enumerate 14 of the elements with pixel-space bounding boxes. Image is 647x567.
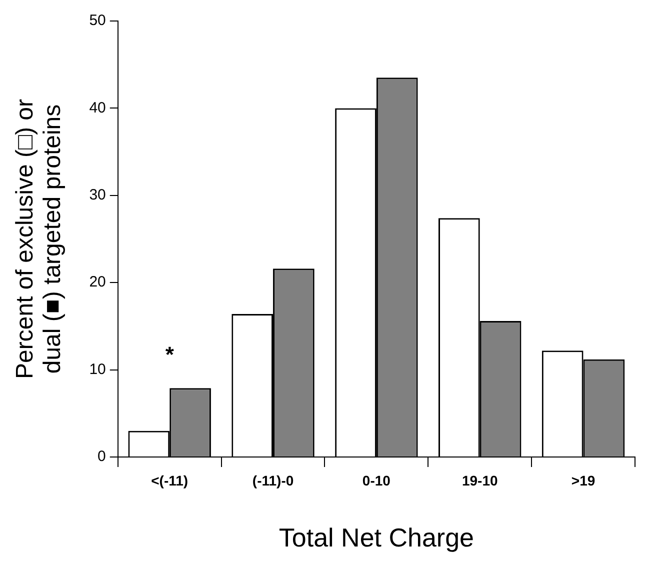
x-tick-label: 19-10 — [462, 472, 498, 488]
x-tick-label: 0-10 — [362, 472, 391, 488]
y-axis-title: Percent of exclusive (□) or dual (■) targeted proteins — [11, 99, 66, 379]
y-tick-label: 40 — [89, 99, 106, 116]
y-tick-label: 50 — [89, 12, 106, 30]
y-tick-label: 30 — [89, 186, 106, 204]
x-tick-label: (-11)-0 — [252, 472, 294, 488]
x-tick-label: >19 — [571, 472, 596, 488]
y-tick-label: 0 — [98, 448, 106, 466]
x-axis-title: Total Net Charge — [278, 522, 474, 553]
x-tick-label: <(-11) — [151, 472, 188, 488]
y-tick-label: 10 — [89, 360, 106, 378]
y-tick-label: 20 — [89, 274, 106, 291]
annotation: * — [165, 342, 174, 368]
